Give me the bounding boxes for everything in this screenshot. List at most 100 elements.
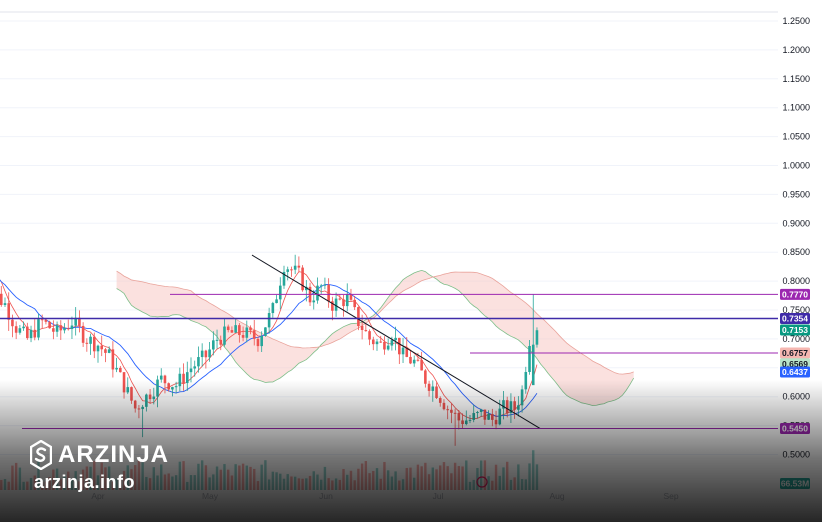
volume-bar [368, 473, 371, 490]
candle-body [442, 402, 446, 410]
candle-body [424, 370, 427, 384]
volume-bar [286, 474, 289, 490]
candle-body [33, 329, 37, 338]
volume-bar [472, 479, 475, 490]
candle-body [446, 409, 449, 411]
candle-body [249, 327, 252, 331]
volume-bar [11, 465, 14, 490]
candle-body [14, 326, 18, 333]
candle-body [450, 409, 453, 413]
base-line-tag-text: 0.6437 [782, 367, 808, 377]
volume-bar [338, 479, 341, 490]
volume-bar [420, 466, 423, 490]
candle-body [70, 325, 74, 330]
candle-body [360, 326, 364, 330]
volume-bar [524, 479, 527, 490]
candle-body [390, 340, 394, 346]
candle-body [204, 350, 208, 358]
candle-body [89, 336, 92, 344]
candle-body [524, 371, 528, 390]
candle-body [226, 326, 230, 331]
watermark-logo: ARZINJA [30, 440, 169, 470]
volume-bar [379, 478, 382, 490]
candle-body [312, 300, 316, 303]
volume-bar [193, 475, 196, 490]
candle-body [40, 319, 44, 321]
volume-bar [446, 466, 449, 490]
volume-bar [360, 463, 364, 490]
volume-bar [171, 476, 174, 490]
candle-body [104, 349, 107, 353]
volume-bar [431, 467, 434, 490]
volume-bar [18, 467, 22, 490]
volume-bar [390, 476, 394, 490]
volume-bar [517, 464, 520, 490]
candle-body [0, 293, 3, 305]
volume-bar [212, 474, 215, 490]
candle-body [271, 303, 275, 314]
candle-body [334, 298, 338, 311]
volume-bar [424, 462, 427, 490]
volume-bar [513, 477, 516, 490]
month-label: May [202, 491, 219, 501]
candle-body [74, 317, 77, 326]
volume-bar [491, 480, 494, 490]
volume-bar [215, 466, 219, 490]
candle-body [189, 368, 193, 373]
volume-bar [264, 460, 267, 490]
candle-body [427, 383, 431, 391]
volume-bar [416, 464, 420, 490]
price-tick-label: 1.2000 [782, 45, 810, 55]
candle-body [498, 408, 502, 425]
volume-tag-text: 66.53M [781, 479, 809, 489]
volume-bar [26, 481, 29, 490]
volume-bar [249, 466, 252, 490]
candle-body [55, 325, 59, 332]
volume-bar [3, 479, 7, 490]
volume-bar [152, 467, 155, 490]
volume-bar [22, 481, 25, 490]
candle-body [133, 400, 137, 409]
volume-bar [275, 472, 278, 490]
volume-bar [204, 465, 208, 490]
volume-bar [148, 478, 152, 490]
candle-body [100, 345, 104, 350]
volume-bar [316, 474, 319, 490]
volume-bar [386, 470, 390, 490]
candle-body [275, 299, 278, 304]
volume-bar [230, 475, 234, 490]
candle-body [245, 327, 249, 338]
candle-body [513, 401, 516, 410]
candle-body [476, 412, 479, 414]
level-tag-text: 0.7354 [782, 313, 808, 323]
volume-bar [409, 467, 412, 490]
volume-bar [297, 478, 301, 490]
candle-body [323, 284, 327, 286]
cloud-fill [116, 270, 634, 406]
candle-body [59, 325, 63, 331]
candle-body [405, 347, 409, 357]
volume-bar [375, 468, 379, 490]
volume-bar [494, 464, 498, 490]
candle-body [238, 325, 241, 336]
candle-body [219, 339, 223, 345]
volume-bar [487, 476, 490, 490]
span-b-tag-text: 0.6757 [782, 348, 808, 358]
candle-body [148, 394, 152, 400]
watermark-site: arzinja.info [34, 472, 136, 492]
level-tag-text: 0.7770 [782, 289, 808, 299]
candle-body [535, 330, 539, 345]
volume-bar [312, 471, 315, 490]
volume-bar [532, 450, 535, 490]
volume-bar [234, 464, 237, 490]
candle-body [349, 294, 353, 300]
volume-bar [498, 475, 501, 490]
volume-bar [308, 475, 312, 490]
candle-body [66, 328, 70, 330]
candle-body [3, 303, 7, 305]
candle-body [293, 265, 297, 270]
price-tick-label: 1.1000 [782, 103, 810, 113]
volume-bar [502, 467, 505, 490]
volume-bar [401, 479, 405, 490]
